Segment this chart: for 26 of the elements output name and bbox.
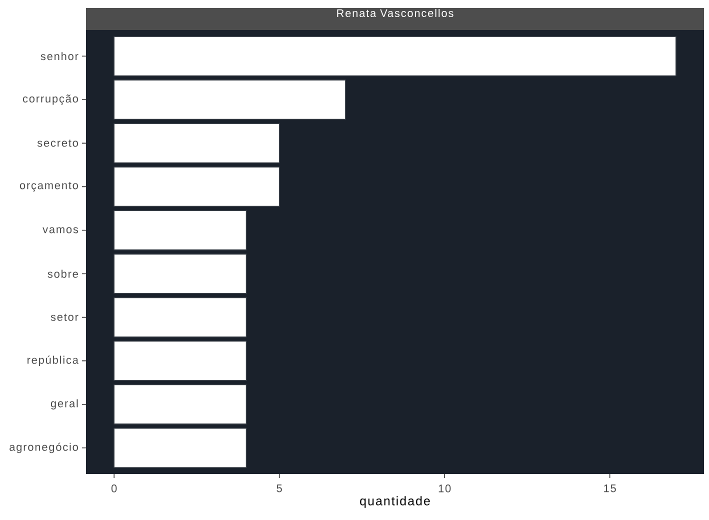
y-tick-label: sobre [48,270,78,278]
y-tick-label: agronegócio [10,442,78,454]
bar [114,123,280,164]
y-tick-label: geral [50,399,78,410]
y-tick-label: senhor [40,52,78,60]
y-tick-label: república [28,356,78,366]
x-tick-label: 0 [111,484,117,492]
bar [114,80,346,120]
bar [114,297,247,338]
chart-title: Renata Vasconcellos [337,8,454,18]
y-tick-label: vamos [42,227,78,234]
bar [114,36,676,76]
y-tick-label: secreto [37,140,78,147]
bar [114,210,247,250]
x-tick-label: 5 [276,484,282,492]
y-tick-label: setor [50,314,78,321]
bar [114,384,247,424]
x-tick-label: 15 [604,484,616,492]
bar [114,254,247,294]
y-tick-label: orçamento [20,182,78,192]
bar [114,428,247,468]
x-tick-label: 10 [438,484,451,492]
y-tick-label: corrupção [22,94,78,105]
x-axis-title: quantidade [360,496,430,508]
bar [114,340,247,381]
bar [114,166,280,207]
